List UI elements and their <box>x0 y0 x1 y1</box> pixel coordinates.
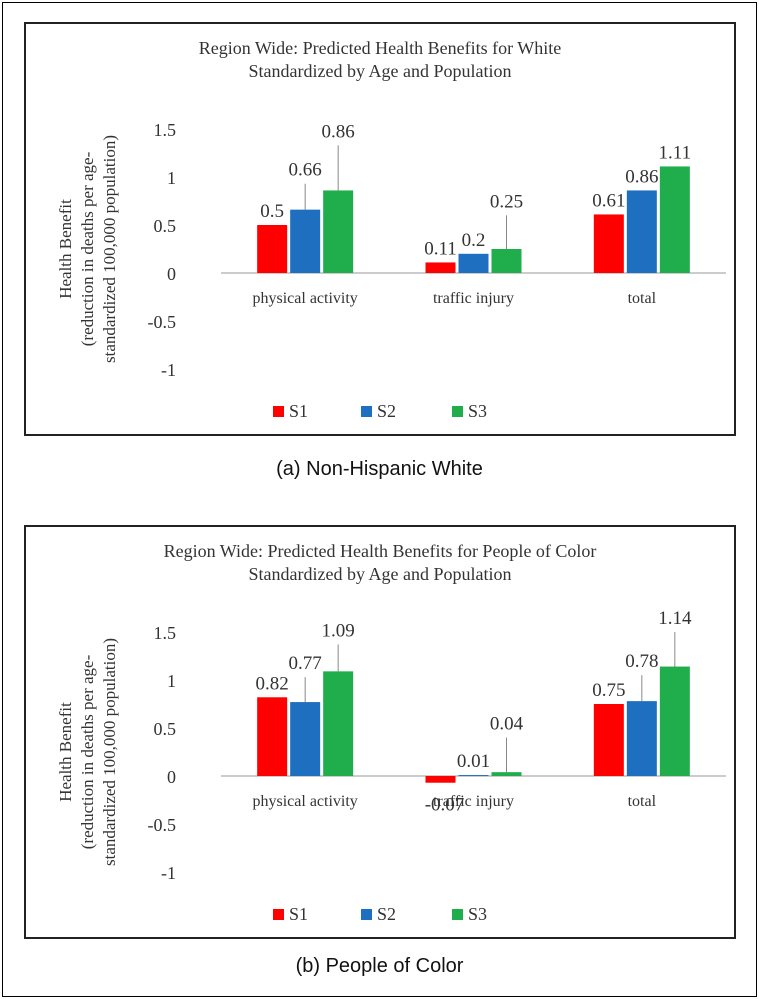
y-tick-label: 0.5 <box>154 719 177 739</box>
data-label: 0.66 <box>289 160 322 181</box>
data-label: 0.11 <box>424 238 457 259</box>
bar-white-s1-1 <box>425 262 456 273</box>
legend-label-s3: S3 <box>468 401 487 421</box>
legend-label-s2: S2 <box>377 904 396 924</box>
y-tick-label: 1 <box>167 168 176 188</box>
caption-people-of-color: (b) People of Color <box>295 955 464 977</box>
y-tick-label: 0.5 <box>154 216 177 236</box>
bar-poc-s3-1 <box>491 772 522 776</box>
data-label: 1.09 <box>322 620 355 641</box>
caption-white: (a) Non-Hispanic White <box>276 458 483 480</box>
y-axis-label-line: standardized 100,000 population) <box>100 135 119 363</box>
data-label: 0.2 <box>462 230 486 251</box>
bar-white-s2-1 <box>458 253 489 273</box>
chart-title-line: Standardized by Age and Population <box>249 564 512 584</box>
y-axis-label-line: Health Benefit <box>56 199 75 299</box>
chart-title-line: Region Wide: Predicted Health Benefits f… <box>199 38 562 58</box>
data-label: 0.82 <box>256 673 289 694</box>
bar-poc-s2-1 <box>458 775 489 777</box>
chart-panel-people-of-color: Region Wide: Predicted Health Benefits f… <box>24 525 736 939</box>
x-category-label: total <box>628 793 657 810</box>
y-tick-label: -1 <box>161 863 176 883</box>
x-category-label: traffic injury <box>433 793 514 810</box>
data-label: 0.86 <box>322 121 355 142</box>
data-label: 0.86 <box>625 166 658 187</box>
legend-swatch-s2 <box>361 909 372 920</box>
legend-swatch-s3 <box>452 406 463 417</box>
data-label: 0.5 <box>260 201 284 222</box>
y-axis-label-line: (reduction in deaths per age- <box>78 654 97 849</box>
y-axis-label-line: Health Benefit <box>56 702 75 802</box>
bar-white-s3-2 <box>659 166 690 273</box>
bar-white-s3-1 <box>491 249 522 273</box>
bar-white-s2-0 <box>290 209 321 273</box>
y-tick-label: -0.5 <box>148 312 177 332</box>
bar-poc-s3-0 <box>323 671 354 776</box>
legend-swatch-s3 <box>452 909 463 920</box>
bar-poc-s2-0 <box>290 702 321 776</box>
legend-label-s2: S2 <box>377 401 396 421</box>
legend-swatch-s1 <box>273 406 284 417</box>
x-category-label: traffic injury <box>433 290 514 307</box>
x-category-label: physical activity <box>253 793 358 810</box>
y-axis-label-line: (reduction in deaths per age- <box>78 151 97 346</box>
chart-panel-white: Region Wide: Predicted Health Benefits f… <box>24 22 736 436</box>
chart-title-line: Region Wide: Predicted Health Benefits f… <box>164 541 597 561</box>
data-label: 0.61 <box>592 190 625 211</box>
bar-white-s3-0 <box>323 190 354 273</box>
data-label: 0.01 <box>457 751 490 772</box>
data-label: 1.11 <box>659 142 692 163</box>
bar-poc-s2-2 <box>626 701 657 776</box>
bar-white-s1-0 <box>257 225 288 273</box>
data-label: 0.04 <box>490 714 524 735</box>
bar-poc-s1-1 <box>425 776 456 783</box>
data-label: 0.75 <box>592 680 625 701</box>
bar-poc-s1-2 <box>593 704 624 776</box>
y-tick-label: -1 <box>161 360 176 380</box>
x-category-label: total <box>628 290 657 307</box>
bar-poc-s3-2 <box>659 666 690 776</box>
data-label: 0.78 <box>625 651 658 672</box>
legend-swatch-s2 <box>361 406 372 417</box>
data-label: -0.07 <box>425 795 465 816</box>
y-tick-label: -0.5 <box>148 815 177 835</box>
data-label: 0.77 <box>289 653 322 674</box>
chart-svg-people-of-color: Region Wide: Predicted Health Benefits f… <box>56 541 726 924</box>
y-axis-label-line: standardized 100,000 population) <box>100 638 119 866</box>
chart-svg-white: Region Wide: Predicted Health Benefits f… <box>56 38 726 421</box>
legend-label-s1: S1 <box>289 904 308 924</box>
data-label: 1.14 <box>658 608 692 629</box>
bar-white-s1-2 <box>593 214 624 273</box>
y-tick-label: 0 <box>167 264 176 284</box>
y-tick-label: 1 <box>167 671 176 691</box>
legend-label-s3: S3 <box>468 904 487 924</box>
bar-white-s2-2 <box>626 190 657 273</box>
legend-swatch-s1 <box>273 909 284 920</box>
y-tick-label: 0 <box>167 767 176 787</box>
x-category-label: physical activity <box>253 290 358 307</box>
chart-title-line: Standardized by Age and Population <box>249 61 512 81</box>
bar-poc-s1-0 <box>257 697 288 776</box>
y-tick-label: 1.5 <box>154 623 177 643</box>
y-tick-label: 1.5 <box>154 120 177 140</box>
legend-label-s1: S1 <box>289 401 308 421</box>
data-label: 0.25 <box>490 191 523 212</box>
